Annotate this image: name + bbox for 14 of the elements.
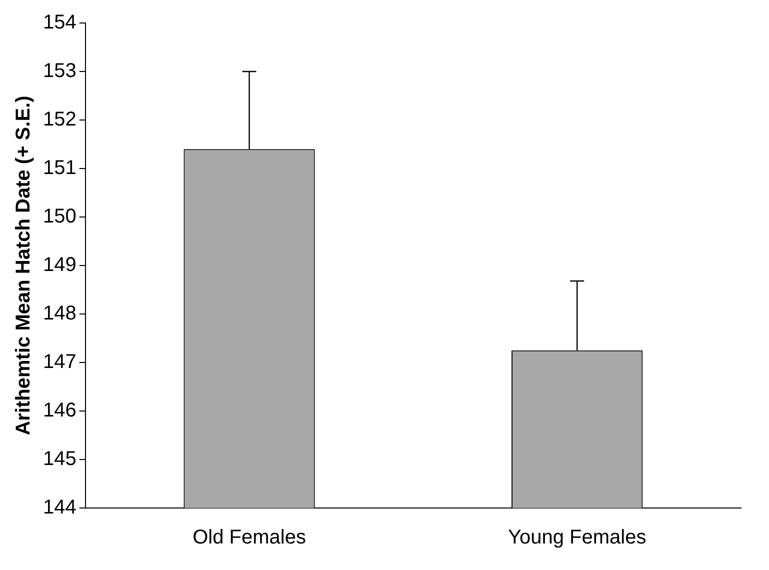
x-tick-label: Young Females: [508, 526, 646, 549]
y-tick-label: 150: [42, 206, 76, 228]
y-axis-title: Arithemtic Mean Hatch Date (+ S.E.): [12, 96, 35, 436]
y-tick-label: 148: [42, 302, 76, 325]
y-tick-label: 145: [42, 448, 76, 470]
y-tick-label: 152: [42, 108, 76, 131]
y-tick-label: 147: [42, 351, 76, 374]
y-tick-label: 144: [42, 496, 76, 519]
y-tick-label: 149: [42, 254, 76, 276]
y-tick-label: 153: [42, 60, 76, 82]
x-tick-label: Old Females: [192, 526, 306, 549]
y-tick-label: 154: [42, 12, 76, 34]
y-tick-label: 146: [42, 400, 76, 422]
y-tick-label: 151: [42, 157, 76, 180]
